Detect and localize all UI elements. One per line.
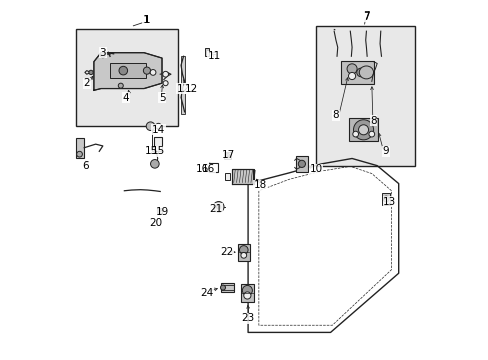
Text: 15: 15 (151, 146, 165, 156)
Ellipse shape (216, 205, 221, 209)
Text: 8: 8 (332, 111, 339, 121)
Text: 1: 1 (142, 15, 149, 26)
Ellipse shape (150, 69, 156, 75)
Text: 8: 8 (369, 116, 376, 126)
Ellipse shape (225, 153, 229, 158)
Ellipse shape (244, 292, 250, 299)
Ellipse shape (118, 83, 123, 88)
Ellipse shape (353, 120, 373, 140)
Bar (341, 61, 373, 84)
Text: 16: 16 (202, 164, 215, 174)
Ellipse shape (163, 71, 168, 77)
Ellipse shape (352, 131, 358, 137)
Bar (204, 48, 208, 55)
Bar (238, 244, 249, 261)
Text: 7: 7 (363, 12, 369, 22)
Ellipse shape (383, 196, 388, 202)
Text: 23: 23 (241, 313, 254, 323)
Text: 5: 5 (159, 93, 165, 103)
Ellipse shape (348, 72, 355, 80)
Bar (221, 283, 234, 292)
Ellipse shape (359, 66, 373, 79)
Bar (231, 169, 253, 184)
Bar (76, 138, 84, 158)
Ellipse shape (163, 81, 168, 86)
Ellipse shape (242, 285, 252, 296)
Ellipse shape (143, 67, 150, 74)
Ellipse shape (77, 151, 82, 157)
Text: 12: 12 (184, 84, 198, 94)
Bar (110, 63, 145, 78)
Bar (156, 208, 162, 213)
Text: 22: 22 (220, 247, 233, 257)
Ellipse shape (89, 70, 93, 75)
Ellipse shape (346, 64, 356, 74)
Bar (224, 152, 230, 159)
Bar (240, 284, 254, 302)
Text: 13: 13 (382, 197, 396, 207)
Text: 17: 17 (221, 150, 235, 160)
Bar (208, 163, 217, 172)
Ellipse shape (298, 160, 305, 167)
Ellipse shape (100, 52, 105, 58)
Ellipse shape (150, 159, 159, 168)
Ellipse shape (119, 66, 127, 75)
Text: 6: 6 (82, 161, 89, 171)
Ellipse shape (356, 68, 365, 77)
Text: 11: 11 (207, 51, 220, 61)
Bar (348, 118, 377, 141)
Ellipse shape (358, 125, 368, 135)
Text: 3: 3 (100, 48, 106, 58)
Bar (76, 30, 178, 126)
Ellipse shape (239, 246, 247, 254)
Text: 4: 4 (122, 93, 129, 103)
Text: 20: 20 (149, 218, 162, 228)
Text: 24: 24 (200, 288, 213, 298)
Text: 14: 14 (151, 125, 165, 135)
Ellipse shape (220, 285, 225, 290)
Text: 16: 16 (195, 164, 208, 174)
Bar (382, 193, 389, 205)
Bar (295, 156, 307, 172)
Bar (316, 26, 414, 166)
Ellipse shape (146, 122, 155, 131)
Bar (225, 173, 229, 180)
Text: 19: 19 (155, 207, 168, 217)
Text: 1: 1 (143, 15, 150, 25)
Text: 7: 7 (363, 11, 369, 21)
Ellipse shape (213, 202, 224, 212)
Bar (181, 56, 184, 114)
Text: 12: 12 (177, 84, 190, 94)
Text: 18: 18 (253, 180, 267, 190)
Ellipse shape (368, 131, 374, 137)
Bar (154, 137, 162, 151)
Polygon shape (94, 53, 162, 90)
Ellipse shape (155, 123, 161, 129)
Text: 2: 2 (83, 78, 90, 88)
Ellipse shape (157, 209, 161, 212)
Ellipse shape (241, 252, 246, 258)
Text: 21: 21 (209, 204, 222, 214)
Text: 9: 9 (382, 146, 388, 156)
Text: 10: 10 (309, 164, 322, 174)
Text: 15: 15 (145, 146, 158, 156)
